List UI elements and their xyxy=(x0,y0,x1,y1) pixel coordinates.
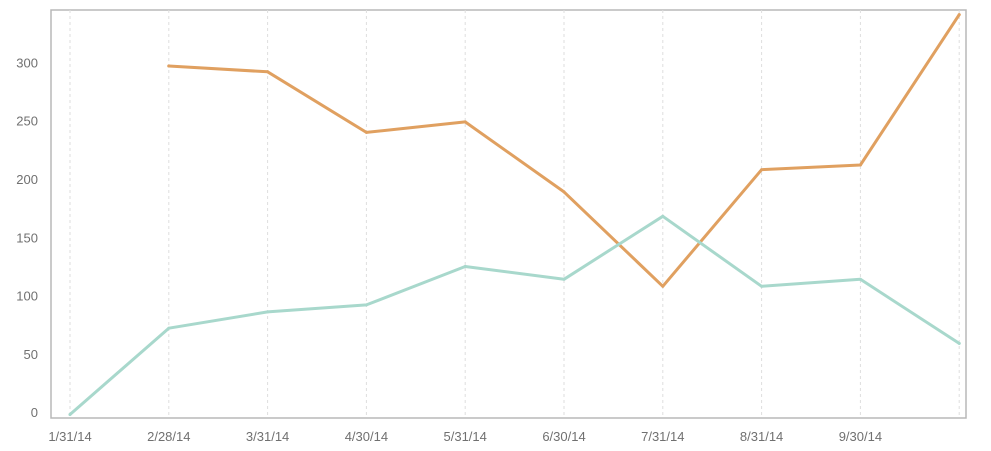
y-tick-label: 200 xyxy=(16,172,38,187)
x-axis-tick-labels: 1/31/14 2/28/14 3/31/14 4/30/14 5/31/14 6/30/… xyxy=(48,429,882,444)
data-point xyxy=(463,120,467,124)
data-point xyxy=(760,168,764,172)
y-tick-label: 100 xyxy=(16,289,38,304)
x-tick-label: 2/28/14 xyxy=(147,429,190,444)
data-point xyxy=(957,13,961,17)
x-tick-label: 7/31/14 xyxy=(641,429,684,444)
data-point xyxy=(661,214,665,218)
data-point xyxy=(858,277,862,281)
x-tick-label: 3/31/14 xyxy=(246,429,289,444)
data-point xyxy=(661,284,665,288)
x-tick-label: 1/31/14 xyxy=(48,429,91,444)
data-point xyxy=(957,341,961,345)
data-point xyxy=(562,277,566,281)
series-lines xyxy=(68,13,961,417)
series-line-2 xyxy=(68,214,961,416)
data-point xyxy=(463,264,467,268)
data-point xyxy=(68,413,72,417)
y-tick-label: 150 xyxy=(16,230,38,245)
data-point xyxy=(266,310,270,314)
y-tick-label: 250 xyxy=(16,114,38,129)
data-point xyxy=(266,70,270,74)
data-point xyxy=(858,163,862,167)
y-tick-label: 0 xyxy=(31,405,38,420)
x-tick-label: 9/30/14 xyxy=(839,429,882,444)
data-point xyxy=(364,130,368,134)
data-point xyxy=(167,326,171,330)
x-tick-label: 4/30/14 xyxy=(345,429,388,444)
vertical-gridlines xyxy=(69,10,960,418)
x-tick-label: 5/31/14 xyxy=(444,429,487,444)
y-tick-label: 50 xyxy=(24,347,38,362)
x-tick-label: 8/31/14 xyxy=(740,429,783,444)
x-tick-label: 6/30/14 xyxy=(542,429,585,444)
data-point xyxy=(364,303,368,307)
data-point xyxy=(760,284,764,288)
y-tick-label: 300 xyxy=(16,55,38,70)
data-point xyxy=(167,64,171,68)
y-axis-tick-labels: 0 50 100 150 200 250 300 xyxy=(16,55,38,420)
data-point xyxy=(562,190,566,194)
plot-area xyxy=(50,9,967,419)
